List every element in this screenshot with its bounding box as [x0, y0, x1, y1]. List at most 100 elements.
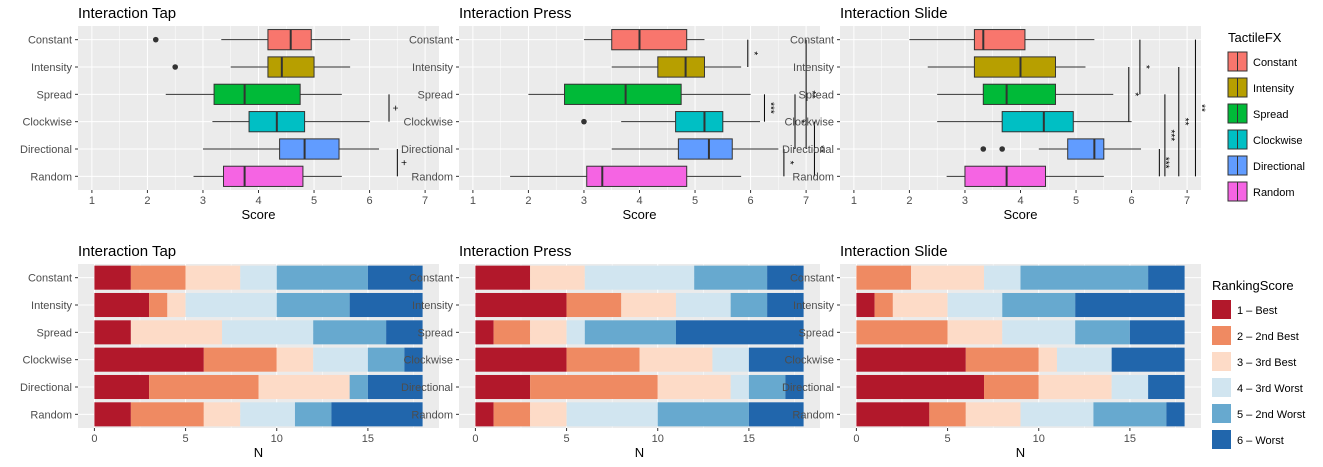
- bar-segment: [1148, 374, 1185, 400]
- significance-label: *: [784, 161, 795, 165]
- y-tick-label: Intensity: [412, 62, 453, 74]
- bar-segment: [965, 347, 1039, 372]
- y-tick-label: Clockwise: [403, 355, 453, 367]
- x-tick-label: 4: [1017, 195, 1023, 207]
- box-random: [193, 165, 342, 187]
- y-tick-label: Constant: [28, 273, 72, 285]
- y-tick-label: Constant: [28, 35, 72, 47]
- bar-segment: [1075, 292, 1185, 318]
- x-tick-label: 3: [200, 195, 206, 207]
- box-body: [586, 165, 688, 187]
- bar-segment: [475, 320, 494, 345]
- significance-label: **: [1195, 104, 1206, 112]
- legend-label: Clockwise: [1253, 135, 1303, 147]
- chart-panel-1: Interaction Press 1 2 3 4 5 6 7 Score Constant Int…: [401, 5, 825, 222]
- bar-segment: [639, 347, 713, 372]
- bar-segment: [874, 292, 893, 318]
- bar-segment: [386, 320, 423, 345]
- panel-title: Interaction Slide: [840, 243, 948, 260]
- significance-bracket: **: [813, 121, 825, 177]
- significance-bracket: ***: [1164, 94, 1176, 177]
- y-tick-label: Random: [792, 171, 834, 183]
- bar-segment: [404, 347, 423, 372]
- legend-label: 3 – 3rd Best: [1237, 357, 1296, 369]
- x-tick-label: 2: [144, 195, 150, 207]
- box-constant: [583, 29, 705, 51]
- x-tick-label: 4: [255, 195, 261, 207]
- legend-swatch: [1212, 326, 1231, 345]
- box-clockwise: [937, 111, 1132, 133]
- x-axis-label: Score: [242, 207, 276, 222]
- bar-segment: [493, 320, 531, 345]
- box-body: [964, 165, 1046, 187]
- panel-title: Interaction Slide: [840, 5, 948, 22]
- y-tick-label: Directional: [401, 382, 453, 394]
- bar-segment: [475, 292, 567, 318]
- bar-segment: [621, 292, 676, 318]
- y-tick-label: Spread: [418, 327, 453, 339]
- bar-segment: [331, 402, 423, 427]
- bar-segment: [767, 265, 804, 290]
- bar-segment: [748, 347, 804, 372]
- box-body: [223, 165, 304, 187]
- bar-segment: [203, 347, 277, 372]
- panel-background: [459, 264, 820, 428]
- box-body: [675, 111, 724, 133]
- bar-segment: [856, 402, 930, 427]
- y-tick-label: Constant: [409, 273, 453, 285]
- y-tick-label: Directional: [401, 144, 453, 156]
- bar-segment: [584, 265, 695, 290]
- x-tick-label: 10: [652, 433, 664, 445]
- bar-segment: [530, 320, 567, 345]
- outlier-point: [581, 118, 587, 125]
- x-tick-label: 10: [1033, 433, 1045, 445]
- significance-label: +: [389, 105, 400, 111]
- y-tick-label: Clockwise: [22, 117, 72, 129]
- significance-bracket: +: [396, 149, 408, 177]
- significance-bracket: *: [1128, 67, 1140, 122]
- chart-panel-0: Interaction Tap 1 2 3 4 5 6 7 Score Constant Inten…: [20, 5, 439, 222]
- box-intensity: [611, 56, 742, 78]
- y-tick-label: Random: [30, 409, 72, 421]
- x-tick-label: 7: [803, 195, 809, 207]
- significance-bracket: **: [1194, 39, 1206, 177]
- bar-segment: [1111, 374, 1149, 400]
- box-intensity: [172, 56, 351, 78]
- legend-label: Constant: [1253, 57, 1297, 69]
- legend-label: Spread: [1253, 109, 1288, 121]
- bar-segment: [984, 265, 1021, 290]
- legend-title: RankingScore: [1212, 278, 1294, 293]
- outlier-point: [172, 64, 178, 70]
- bar-segment: [276, 265, 368, 290]
- bar-segment: [475, 265, 531, 290]
- bar-segment: [947, 292, 1003, 318]
- x-tick-label: 3: [581, 195, 587, 207]
- bar-segment: [530, 265, 585, 290]
- bar-segment: [1166, 402, 1185, 427]
- significance-label: *: [795, 120, 806, 124]
- significance-label: +: [397, 160, 408, 166]
- outlier-point: [980, 146, 987, 152]
- significance-bracket: ***: [1158, 149, 1170, 177]
- bar-segment: [892, 292, 948, 318]
- bar-segment: [856, 374, 985, 400]
- bar-segment: [94, 265, 131, 290]
- bar-segment: [94, 402, 131, 427]
- bar-segment: [584, 320, 676, 345]
- x-tick-label: 7: [1184, 195, 1190, 207]
- bar-segment: [130, 265, 186, 290]
- chart-panel-4: Interaction Press 0 5 10 15 N Constant Intensit…: [401, 243, 820, 460]
- legend-box: TactileFX Constant Intensity Spread Clockwis…: [1227, 30, 1305, 202]
- significance-bracket: *: [747, 39, 759, 67]
- y-tick-label: Directional: [20, 144, 72, 156]
- box-body: [267, 29, 312, 51]
- bar-segment: [530, 402, 567, 427]
- legend-swatch: [1212, 404, 1231, 423]
- significance-bracket: **: [1178, 67, 1190, 177]
- box-directional: [980, 138, 1142, 160]
- x-tick-label: 10: [271, 433, 283, 445]
- y-tick-label: Intensity: [793, 62, 834, 74]
- bar-segment: [222, 320, 314, 345]
- y-tick-label: Random: [792, 409, 834, 421]
- box-body: [267, 56, 315, 78]
